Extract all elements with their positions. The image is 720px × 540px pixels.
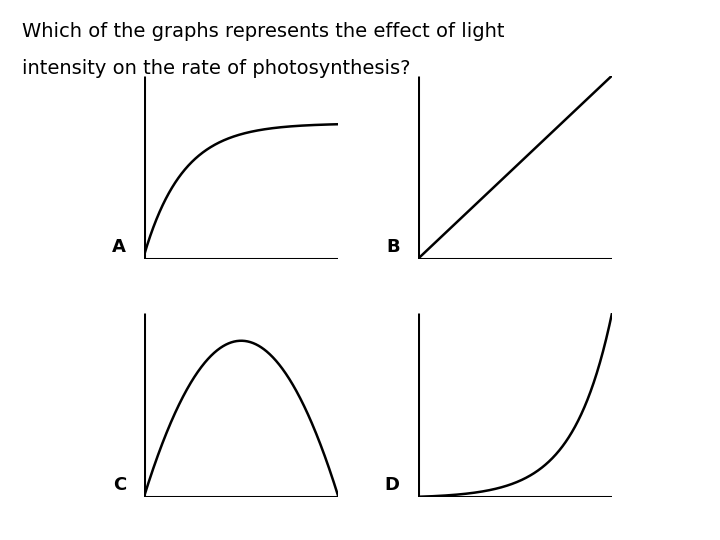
Text: Which of the graphs represents the effect of light: Which of the graphs represents the effec… <box>22 22 504 40</box>
Text: A: A <box>112 239 126 256</box>
Text: B: B <box>386 239 400 256</box>
Text: D: D <box>384 476 400 494</box>
Text: C: C <box>113 476 126 494</box>
Text: intensity on the rate of photosynthesis?: intensity on the rate of photosynthesis? <box>22 59 410 78</box>
